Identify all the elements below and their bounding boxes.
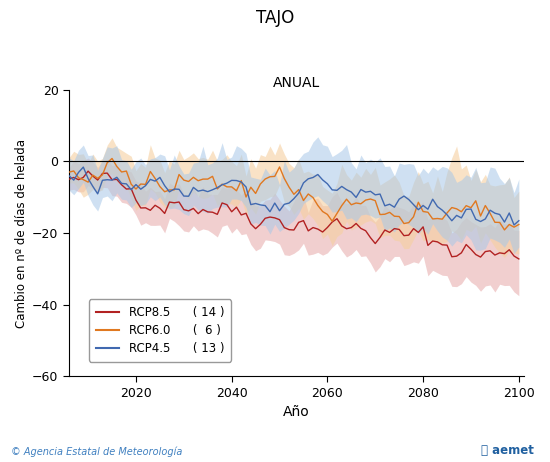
Text: TAJO: TAJO	[256, 9, 294, 27]
Y-axis label: Cambio en nº de días de helada: Cambio en nº de días de helada	[15, 139, 28, 328]
Text: © Agencia Estatal de Meteorología: © Agencia Estatal de Meteorología	[11, 447, 183, 457]
Legend: RCP8.5      ( 14 ), RCP6.0      (  6 ), RCP4.5      ( 13 ): RCP8.5 ( 14 ), RCP6.0 ( 6 ), RCP4.5 ( 13…	[89, 299, 231, 362]
X-axis label: Año: Año	[283, 405, 310, 419]
Text: Ⓠ aemet: Ⓠ aemet	[481, 444, 534, 457]
Title: ANUAL: ANUAL	[273, 76, 320, 90]
